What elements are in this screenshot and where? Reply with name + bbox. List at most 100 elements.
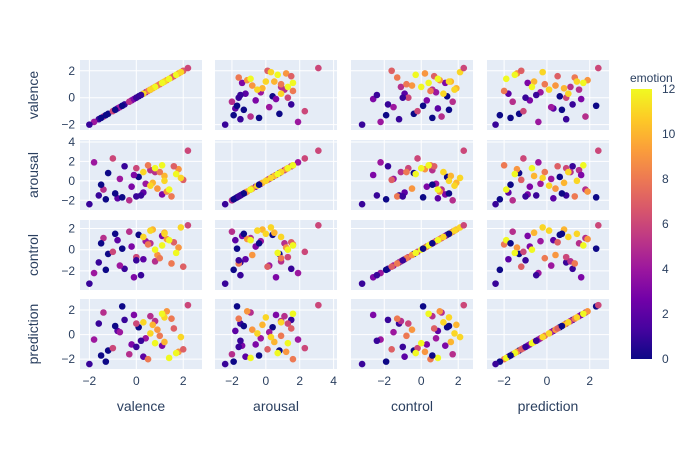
x-tick-label: 2 [586,374,593,388]
data-point [116,262,124,269]
y-tick-label: −2 [61,264,75,278]
data-point [440,319,447,326]
data-point [284,253,292,261]
colorbar-tick-label: 2 [662,307,669,321]
data-point [247,236,254,244]
colorbar: emotion 0 2 4 6 8 10 12 [630,71,676,366]
data-point [240,322,248,330]
x-tick-label: 4 [330,374,337,388]
data-point [265,103,273,111]
data-point [294,269,302,277]
data-point [240,106,248,114]
data-point [460,64,468,72]
data-point [401,353,408,361]
data-point [577,95,585,103]
data-point [156,168,164,176]
data-point [412,170,420,178]
data-point [582,113,589,120]
data-point [102,266,110,274]
data-point [552,82,559,89]
data-point [111,190,119,197]
data-point [271,229,278,237]
data-point [565,168,572,176]
data-point [449,350,456,358]
data-point [243,307,251,315]
data-point [560,179,568,187]
data-point [248,251,256,259]
data-point [267,174,275,182]
data-point [528,83,536,91]
data-point [235,74,243,81]
data-point [147,86,154,93]
data-point [170,325,178,332]
y-tick-label: 2 [68,64,75,78]
data-point [240,230,248,238]
cell-arousal-vs-prediction [487,140,609,210]
data-point [408,82,416,89]
data-point [255,181,263,189]
cell-background [215,60,337,130]
data-point [530,172,538,180]
data-point [423,341,431,348]
data-point [425,310,432,318]
data-point [287,325,295,332]
data-point [403,80,410,88]
data-point [554,72,561,80]
data-point [436,307,444,315]
x-axis-title-control: control [391,398,433,414]
data-point [287,265,295,273]
data-point [388,176,395,184]
data-point [432,89,440,96]
data-point [592,102,600,110]
data-point [158,242,166,249]
data-point [262,78,270,85]
data-point [156,254,164,262]
data-point [165,186,173,193]
data-point [456,333,464,341]
data-point [158,161,166,169]
data-point [289,355,297,363]
data-point [445,106,453,114]
data-point [161,172,168,180]
data-point [237,115,244,123]
data-point [230,358,237,365]
data-point [233,102,241,110]
colorbar-tick-label: 4 [662,262,669,276]
data-point [118,194,126,201]
data-point [522,94,529,101]
data-point [434,354,442,362]
data-point [393,260,401,267]
data-point [254,330,261,337]
data-point [272,273,280,281]
data-point [595,301,602,309]
x-axis-title-valence: valence [117,398,165,414]
data-point [230,266,237,274]
data-point [500,161,508,169]
data-point [184,64,192,72]
data-point [592,194,600,201]
data-point [235,343,243,351]
data-point [451,227,458,234]
data-point [144,241,152,248]
data-point [545,86,553,93]
data-point [254,227,261,234]
data-point [271,338,278,346]
data-point [558,106,566,114]
data-point [373,337,381,345]
data-point [509,98,516,106]
data-point [390,103,397,111]
data-point [97,240,105,247]
cell-valence-vs-arousal [215,60,337,130]
data-point [520,107,527,115]
data-point [358,360,366,368]
data-point [242,90,249,97]
x-tick-label: −2 [83,374,97,388]
data-point [421,348,429,356]
data-point [104,169,112,177]
data-point [552,185,559,192]
data-point [369,311,377,319]
y-tick-label: 2 [68,221,75,235]
data-point [423,97,431,104]
data-point [358,200,366,208]
data-point [547,262,555,269]
